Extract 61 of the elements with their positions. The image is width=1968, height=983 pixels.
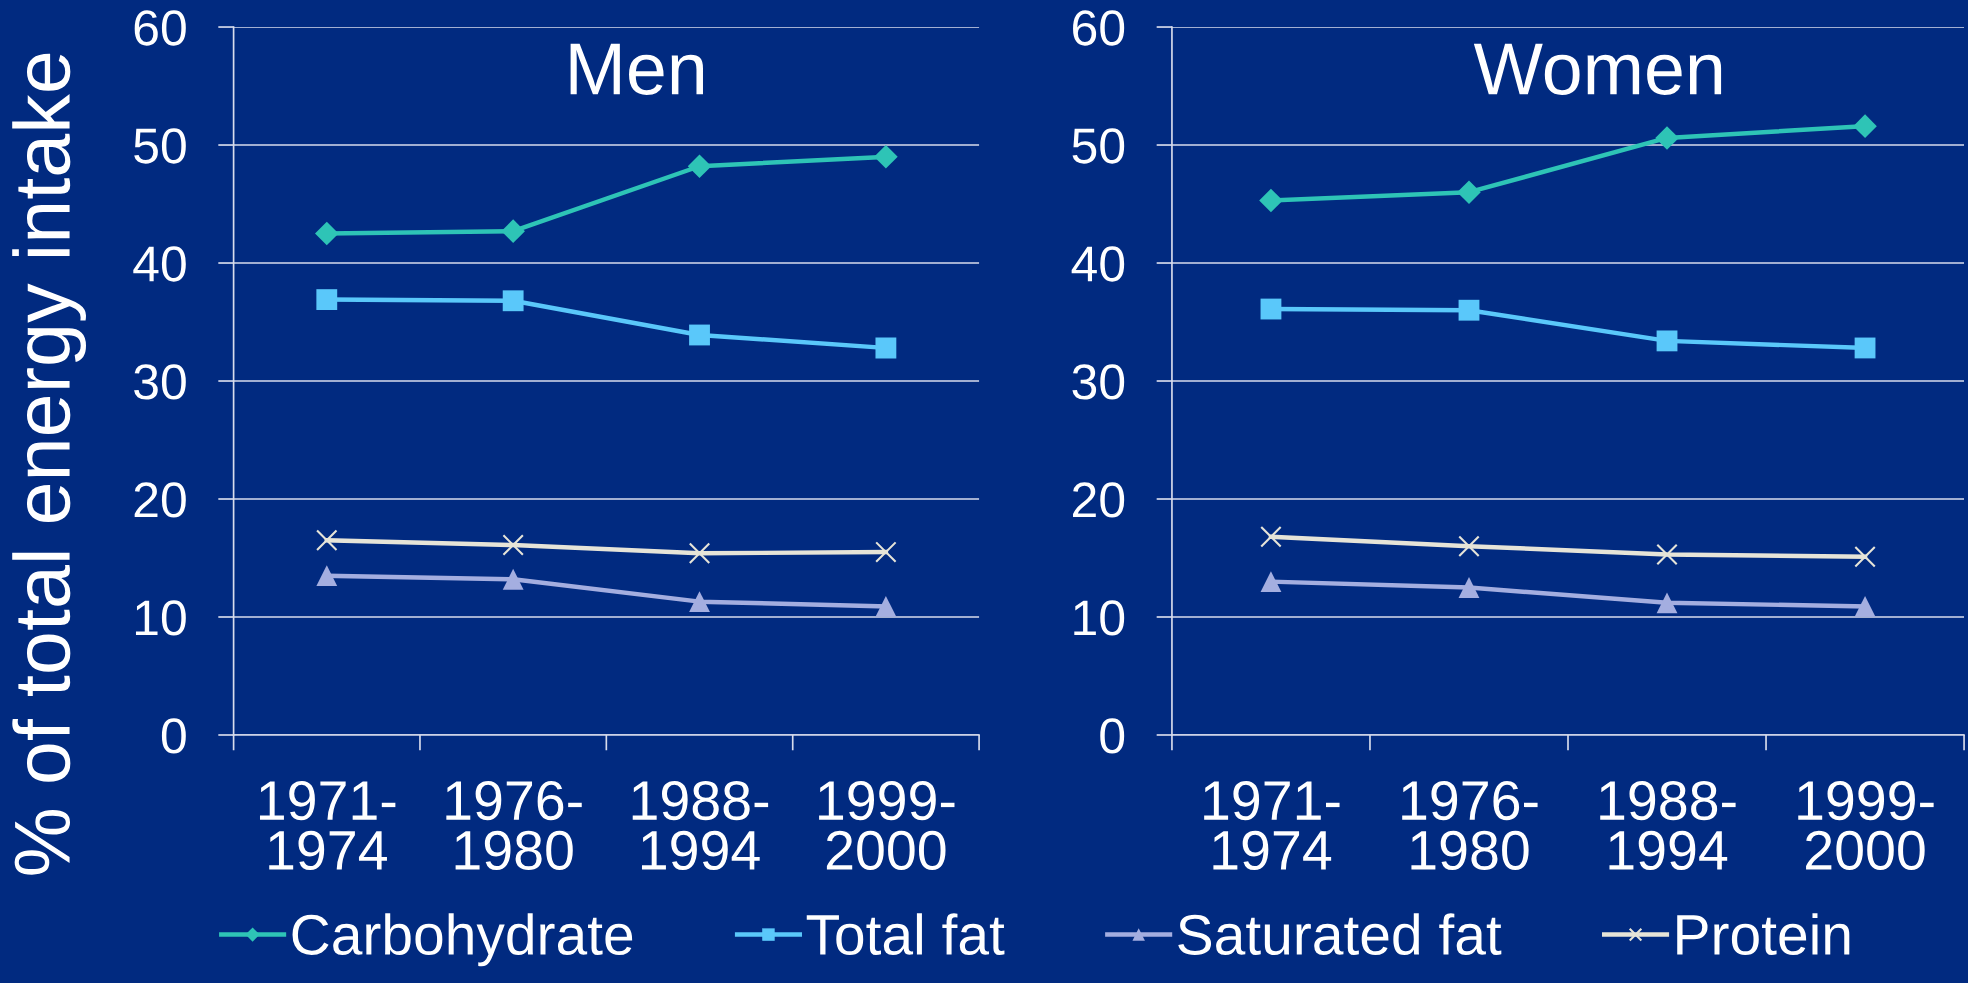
y-tick-label: 30 xyxy=(1072,364,1125,400)
x-tick-label: 1999- 2000 xyxy=(1798,780,1934,871)
point xyxy=(1854,546,1876,568)
point xyxy=(1260,526,1282,548)
x-tick-label: 1999- 2000 xyxy=(819,780,955,871)
y-tick-label: 10 xyxy=(135,600,186,636)
point xyxy=(1656,543,1678,566)
point xyxy=(1655,126,1679,150)
x-tick-label: 1988- 1994 xyxy=(632,780,769,871)
legend-label: Saturated fat xyxy=(1178,913,1502,956)
x-tick-label: 1971- 1974 xyxy=(259,780,396,871)
y-tick-label: 60 xyxy=(134,10,186,46)
point xyxy=(502,290,524,312)
y-tick-label: 10 xyxy=(1074,600,1125,636)
legend-label: Total fat xyxy=(806,913,1005,956)
y-tick-label: 40 xyxy=(1071,246,1125,282)
y-axis-title: % of total energy intake xyxy=(12,53,86,875)
point xyxy=(1259,188,1283,213)
point xyxy=(1260,298,1282,320)
y-tick-label: 20 xyxy=(134,482,186,518)
point xyxy=(1457,180,1481,205)
legend-label: Protein xyxy=(1677,913,1850,956)
y-tick-label: 20 xyxy=(1073,482,1125,518)
point xyxy=(316,289,338,311)
point xyxy=(502,534,524,556)
legend-label: Carbohydrate xyxy=(292,913,633,967)
point xyxy=(875,595,897,617)
point xyxy=(874,145,898,169)
point xyxy=(1458,577,1480,598)
point xyxy=(316,565,338,587)
point xyxy=(689,324,710,346)
point xyxy=(1260,571,1282,593)
point xyxy=(1853,114,1877,138)
chart-title: Men xyxy=(570,43,703,96)
x-tick-label: 1976- 1980 xyxy=(446,780,582,871)
point xyxy=(315,221,339,246)
point xyxy=(502,568,524,590)
point xyxy=(689,591,710,613)
point xyxy=(875,541,897,563)
y-tick-label: 0 xyxy=(161,718,186,754)
point xyxy=(688,542,711,565)
point xyxy=(1854,337,1876,359)
point xyxy=(875,337,897,359)
y-tick-label: 30 xyxy=(134,364,186,400)
y-tick-label: 50 xyxy=(1072,128,1125,164)
point xyxy=(501,219,525,243)
x-tick-label: 1971- 1974 xyxy=(1204,780,1340,871)
point xyxy=(1854,595,1876,617)
point xyxy=(1656,592,1678,614)
y-tick-label: 40 xyxy=(133,246,186,282)
point xyxy=(316,529,338,552)
chart-title: Women xyxy=(1473,43,1722,96)
point xyxy=(1458,299,1480,321)
point xyxy=(687,154,712,179)
y-tick-label: 60 xyxy=(1073,10,1125,46)
point xyxy=(1458,535,1480,557)
y-tick-label: 0 xyxy=(1100,718,1125,754)
x-tick-label: 1988- 1994 xyxy=(1600,780,1736,871)
x-tick-label: 1976- 1980 xyxy=(1402,780,1538,871)
y-tick-label: 50 xyxy=(134,128,186,164)
point xyxy=(1656,330,1678,352)
